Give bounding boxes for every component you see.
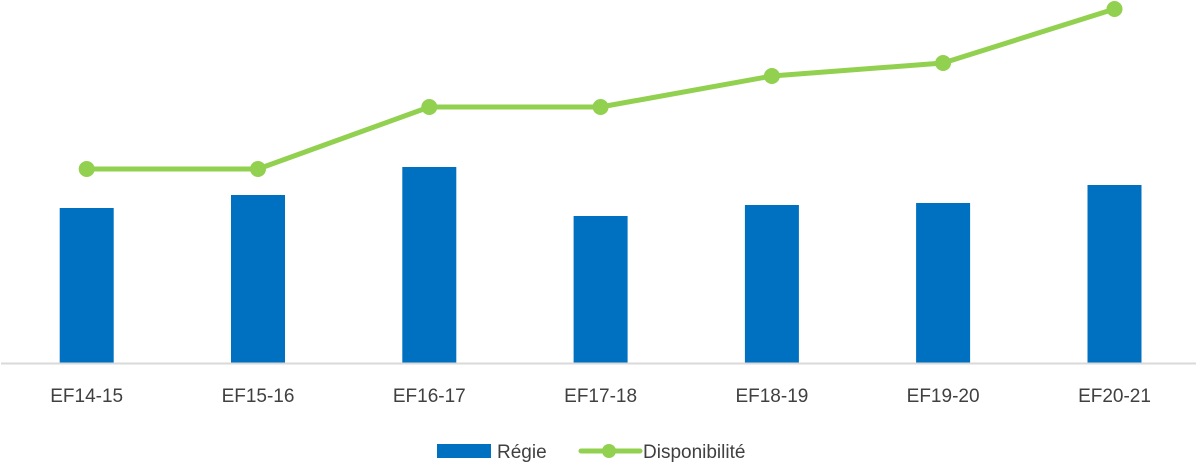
bar (402, 167, 457, 363)
bar (744, 205, 799, 363)
legend-swatch-regie (437, 444, 491, 458)
bar (573, 216, 628, 363)
x-axis-tick-label: EF19-20 (907, 386, 980, 407)
x-axis-tick-label: EF15-16 (222, 386, 295, 407)
x-axis-labels: EF14-15 EF15-16 EF16-17 EF17-18 EF18-19 EF19-… (50, 386, 1151, 407)
line-marker (250, 161, 266, 177)
line-marker (763, 68, 780, 84)
x-axis-tick-label: EF18-19 (735, 386, 808, 407)
legend-swatch-disponibilite-marker (602, 444, 616, 458)
legend-label-regie: Régie (497, 442, 547, 463)
x-axis-tick-label: EF16-17 (393, 386, 466, 407)
x-axis-tick-label: EF20-21 (1078, 386, 1151, 407)
x-axis-tick-label: EF14-15 (50, 386, 123, 407)
line-path (86, 6, 1116, 172)
legend: Régie Disponibilité (437, 442, 745, 463)
line-marker (592, 99, 609, 115)
x-axis-tick-label: EF17-18 (564, 386, 637, 407)
line-marker (421, 99, 438, 115)
bar (59, 208, 114, 363)
bar (916, 203, 971, 363)
line-marker (1106, 1, 1123, 17)
line-marker (935, 55, 952, 71)
bar-series-regie (59, 167, 1142, 363)
bar (1087, 185, 1142, 363)
legend-label-disponibilite: Disponibilité (643, 442, 745, 463)
bar (231, 195, 285, 363)
line-series-disponibilite (78, 1, 1123, 177)
line-marker (78, 161, 95, 177)
